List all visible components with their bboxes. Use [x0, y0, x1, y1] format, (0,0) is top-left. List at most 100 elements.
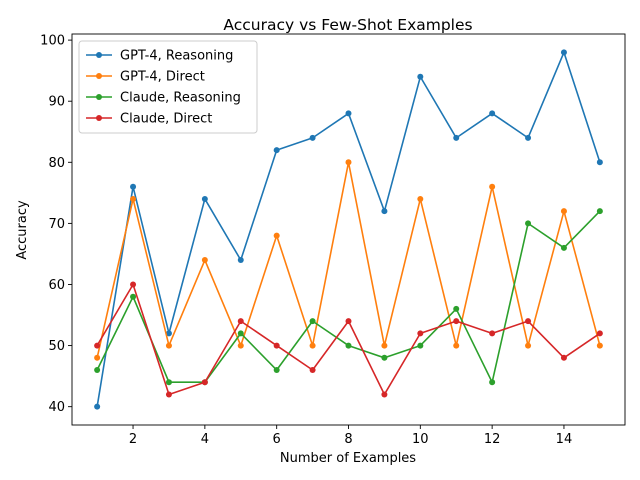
y-tick-label: 60	[48, 278, 65, 293]
data-point	[489, 183, 496, 190]
legend-marker	[96, 52, 102, 58]
y-axis-label: Accuracy	[15, 200, 30, 260]
data-point	[525, 220, 532, 227]
data-point	[345, 159, 352, 166]
data-point	[453, 318, 460, 325]
legend-entry: Claude, Reasoning	[86, 91, 241, 106]
data-point	[130, 293, 137, 300]
x-tick-label: 4	[201, 432, 209, 447]
series-2	[94, 159, 603, 361]
data-point	[237, 342, 244, 349]
data-point	[201, 379, 208, 386]
data-point	[309, 342, 316, 349]
data-point	[309, 134, 316, 141]
legend-label: GPT-4, Direct	[120, 70, 205, 85]
data-point	[560, 244, 567, 251]
legend: GPT-4, Reasoning GPT-4, Direct Claude, Rea…	[78, 40, 258, 134]
data-point	[560, 208, 567, 215]
legend-marker	[96, 94, 102, 100]
legend-label: Claude, Reasoning	[120, 91, 241, 106]
data-point	[237, 318, 244, 325]
series-line	[96, 283, 601, 396]
data-point	[525, 342, 532, 349]
data-point	[94, 354, 101, 361]
data-point	[489, 330, 496, 337]
data-point	[417, 342, 424, 349]
data-point	[345, 110, 352, 117]
legend-label: GPT-4, Reasoning	[120, 49, 233, 64]
x-tick-label: 2	[129, 432, 137, 447]
legend-entry: GPT-4, Direct	[86, 70, 205, 85]
data-point	[130, 281, 137, 288]
data-point	[560, 354, 567, 361]
x-axis-label: Number of Examples	[280, 451, 416, 466]
series-3	[94, 208, 603, 386]
data-point	[273, 232, 280, 239]
data-point	[596, 330, 603, 337]
data-point	[417, 195, 424, 202]
y-tick-label: 100	[40, 34, 65, 49]
chart-title: Accuracy vs Few-Shot Examples	[223, 16, 472, 34]
data-point	[345, 342, 352, 349]
x-tick-label: 8	[344, 432, 352, 447]
data-point	[94, 367, 101, 374]
data-point	[489, 110, 496, 117]
data-point	[165, 391, 172, 398]
legend-label: Claude, Direct	[120, 112, 212, 127]
data-point	[165, 330, 172, 337]
data-point	[381, 208, 388, 215]
data-point	[94, 403, 101, 410]
data-point	[273, 367, 280, 374]
legend-entry: GPT-4, Reasoning	[86, 49, 233, 64]
data-point	[596, 159, 603, 166]
y-tick-label: 90	[48, 95, 65, 110]
y-tick-label: 70	[48, 217, 65, 232]
series-line	[96, 161, 601, 359]
x-tick-label: 10	[412, 432, 429, 447]
series-4	[94, 281, 603, 398]
data-point	[381, 342, 388, 349]
legend-marker	[96, 115, 102, 121]
data-point	[381, 354, 388, 361]
data-point	[309, 367, 316, 374]
data-point	[130, 183, 137, 190]
data-point	[453, 342, 460, 349]
data-point	[165, 379, 172, 386]
x-tick-label: 6	[273, 432, 281, 447]
data-point	[273, 342, 280, 349]
data-point	[237, 257, 244, 264]
data-point	[381, 391, 388, 398]
data-point	[201, 195, 208, 202]
series-line	[96, 210, 601, 384]
y-tick-label: 50	[48, 339, 65, 354]
y-tick-label: 40	[48, 400, 65, 415]
data-point	[345, 318, 352, 325]
data-point	[489, 379, 496, 386]
data-point	[309, 318, 316, 325]
data-point	[453, 305, 460, 312]
data-point	[417, 330, 424, 337]
data-point	[525, 318, 532, 325]
data-point	[596, 342, 603, 349]
plot-area	[71, 33, 626, 426]
x-tick-label: 12	[484, 432, 501, 447]
y-tick-label: 80	[48, 156, 65, 171]
data-point	[596, 208, 603, 215]
y-axis-ticks: 40 50 60 70 80 90 100	[40, 34, 72, 415]
series-1	[94, 49, 603, 410]
data-point	[165, 342, 172, 349]
data-point	[130, 195, 137, 202]
data-point	[273, 147, 280, 154]
x-axis-ticks: 2 4 6 8 10 12 14	[129, 425, 572, 447]
data-point	[453, 134, 460, 141]
data-point	[201, 257, 208, 264]
data-point	[237, 330, 244, 337]
data-point	[560, 49, 567, 56]
legend-box	[78, 40, 258, 134]
data-point	[94, 342, 101, 349]
data-point	[417, 73, 424, 80]
x-tick-label: 14	[556, 432, 573, 447]
data-point	[525, 134, 532, 141]
